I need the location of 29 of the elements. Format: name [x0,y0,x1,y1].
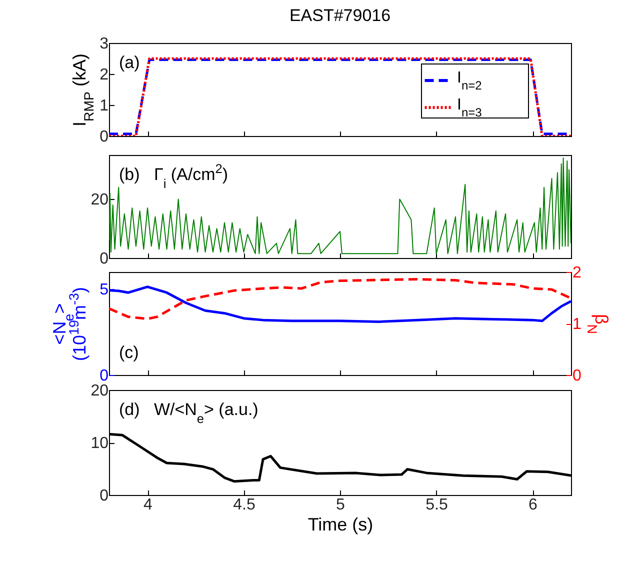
x-tick-label: 6 [528,496,538,514]
y-tick-label: 3 [100,36,109,52]
annotation: (c) [119,343,139,362]
legend-label: I$_{n=3}$ [457,96,482,120]
line-series [109,278,571,320]
y-tick-label: 20 [90,192,109,209]
annotation: (b) Γ$_{i}$ (A/cm$^{2}$) [119,160,228,190]
annotation: (d) W/<N$_{e}$> (a.u.) [119,400,258,426]
x-tick-label: 4 [144,496,153,514]
y-tick-label: 0 [100,128,109,146]
x-tick-label: 4.5 [233,496,256,514]
legend-label: I$_{n=2}$ [457,70,482,92]
y-tick-label: 0 [100,250,109,268]
y-tick-label: 5 [100,282,109,299]
y-tick-label: 2 [100,66,109,84]
y-tick-label: 1 [100,98,109,114]
x-tick-label: 5.5 [426,496,448,514]
y-tick-label: 10 [90,435,109,452]
y2-tick-label: 1 [572,316,582,333]
annotation: (a) [119,53,140,72]
chart-title: EAST#79016 [289,6,391,25]
y2-tick-label: 2 [572,264,582,282]
x-tick-label: 5 [336,496,346,514]
y-tick-label: 0 [100,368,109,384]
y-tick-label: 0 [100,488,109,504]
line-series [109,157,571,254]
y2-tick-label: 0 [572,368,582,384]
x-axis-title: Time (s) [308,514,374,534]
y-tick-label: 20 [90,382,109,400]
